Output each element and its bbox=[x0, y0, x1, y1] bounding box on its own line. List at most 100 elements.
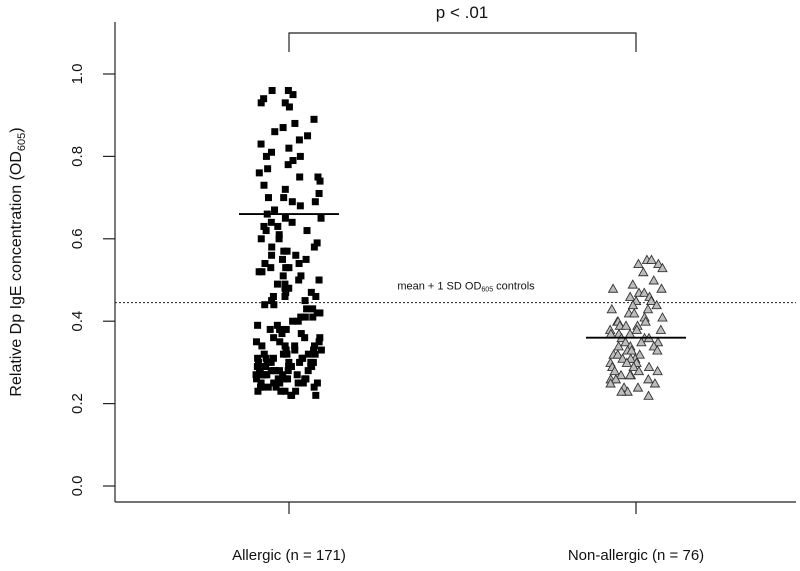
allergic-point bbox=[309, 305, 317, 313]
allergic-point bbox=[281, 214, 289, 222]
allergic-point bbox=[262, 363, 270, 371]
allergic-point bbox=[317, 346, 325, 354]
non-allergic-point bbox=[631, 324, 643, 334]
non-allergic-point bbox=[616, 386, 627, 396]
non-allergic-point bbox=[633, 365, 645, 376]
allergic-point bbox=[267, 218, 275, 226]
allergic-point bbox=[268, 243, 276, 251]
allergic-point bbox=[264, 165, 272, 173]
allergic-point bbox=[296, 358, 304, 366]
allergic-point bbox=[281, 342, 289, 350]
allergic-point bbox=[264, 383, 272, 391]
allergic-point bbox=[285, 264, 293, 272]
allergic-point bbox=[269, 354, 277, 362]
allergic-point bbox=[282, 325, 290, 333]
allergic-point bbox=[285, 103, 293, 111]
allergic-point bbox=[271, 206, 279, 214]
y-tick-label: 0.0 bbox=[69, 476, 86, 497]
allergic-point bbox=[279, 124, 287, 132]
allergic-point bbox=[313, 309, 321, 317]
allergic-point bbox=[310, 383, 318, 391]
allergic-point bbox=[314, 173, 322, 181]
non-allergic-point bbox=[625, 353, 636, 363]
allergic-point bbox=[259, 371, 267, 379]
allergic-point bbox=[279, 350, 287, 358]
allergic-point bbox=[297, 272, 305, 280]
non-allergic-point bbox=[609, 365, 620, 376]
allergic-point bbox=[304, 367, 312, 375]
allergic-point bbox=[260, 181, 268, 189]
allergic-point bbox=[257, 363, 265, 371]
x-label-allergic: Allergic (n = 171) bbox=[232, 547, 346, 564]
allergic-point bbox=[262, 152, 270, 160]
allergic-point bbox=[297, 313, 305, 321]
allergic-point bbox=[279, 272, 287, 280]
allergic-point bbox=[295, 136, 303, 144]
allergic-point bbox=[302, 255, 310, 263]
non-allergic-point bbox=[657, 262, 668, 273]
non-allergic-point bbox=[651, 299, 662, 310]
allergic-point bbox=[276, 325, 284, 333]
allergic-point bbox=[294, 317, 302, 325]
allergic-point bbox=[276, 338, 284, 346]
allergic-point bbox=[284, 86, 292, 94]
allergic-point bbox=[285, 144, 293, 152]
non-allergic-point bbox=[657, 312, 668, 322]
allergic-point bbox=[263, 358, 271, 366]
allergic-point bbox=[313, 379, 321, 387]
non-allergic-point bbox=[610, 373, 622, 384]
y-ticks: 0.0 0.2 0.4 0.6 0.8 1.0 bbox=[69, 64, 115, 497]
allergic-point bbox=[278, 330, 286, 338]
allergic-point bbox=[262, 227, 270, 235]
allergic-point bbox=[281, 387, 289, 395]
allergic-point bbox=[275, 367, 283, 375]
allergic-point bbox=[313, 239, 321, 247]
allergic-point bbox=[285, 358, 293, 366]
y-axis-title: Relative Dp IgE concentration (OD605) bbox=[8, 127, 28, 396]
y-axis-title-main: Relative Dp IgE concentration (OD bbox=[8, 151, 25, 396]
non-allergic-point bbox=[606, 303, 618, 314]
non-allergic-point bbox=[643, 373, 654, 384]
y-axis-title-subscript: 605 bbox=[16, 133, 28, 151]
allergic-point bbox=[267, 367, 275, 375]
non-allergic-point bbox=[655, 324, 667, 334]
allergic-point bbox=[264, 194, 272, 202]
y-tick-label: 0.4 bbox=[69, 311, 86, 332]
non-allergic-point bbox=[620, 320, 632, 330]
allergic-point bbox=[280, 247, 288, 255]
non-allergic-point bbox=[656, 283, 667, 293]
allergic-point bbox=[311, 350, 319, 358]
allergic-point bbox=[315, 276, 323, 284]
allergic-point bbox=[255, 169, 263, 177]
non-allergic-point bbox=[646, 254, 657, 264]
allergic-point bbox=[310, 346, 318, 354]
non-allergic-point bbox=[633, 258, 644, 268]
allergic-point bbox=[260, 350, 268, 358]
allergic-point bbox=[282, 346, 290, 354]
allergic-point bbox=[272, 367, 280, 375]
non-allergic-point bbox=[648, 275, 660, 285]
allergic-point bbox=[291, 119, 299, 127]
allergic-point bbox=[252, 338, 260, 346]
allergic-point bbox=[288, 198, 296, 206]
non-allergic-point bbox=[627, 279, 639, 289]
allergic-point bbox=[288, 218, 296, 226]
non-allergic-point bbox=[652, 336, 664, 347]
non-allergic-point bbox=[624, 291, 636, 301]
x-label-nonallergic: Non-allergic (n = 76) bbox=[568, 547, 704, 564]
allergic-point bbox=[282, 288, 290, 296]
allergic-point bbox=[257, 379, 265, 387]
allergic-point bbox=[268, 86, 276, 94]
allergic-point bbox=[257, 235, 265, 243]
non-allergic-point bbox=[636, 336, 647, 347]
non-allergic-point bbox=[640, 316, 651, 326]
non-allergic-point bbox=[620, 336, 631, 347]
allergic-point bbox=[260, 222, 268, 230]
allergic-point bbox=[257, 99, 265, 107]
allergic-point bbox=[303, 305, 311, 313]
allergic-point bbox=[253, 375, 261, 383]
non-allergic-point bbox=[613, 341, 624, 351]
non-allergic-point bbox=[615, 369, 627, 380]
allergic-point bbox=[255, 268, 263, 276]
